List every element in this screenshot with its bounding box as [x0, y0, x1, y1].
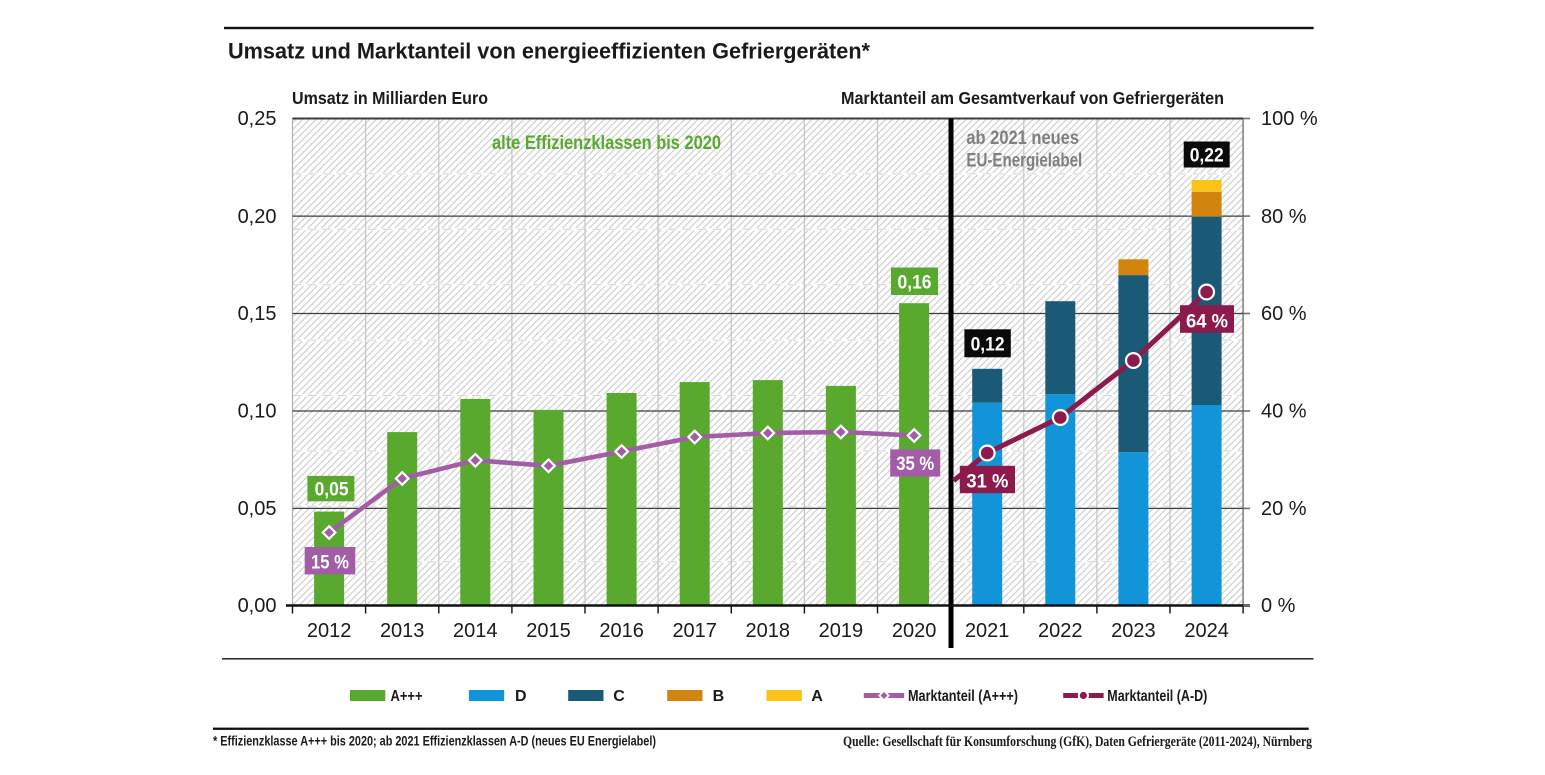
svg-text:A+++: A+++ — [391, 688, 423, 705]
svg-text:2021: 2021 — [965, 620, 1010, 642]
svg-text:B: B — [713, 688, 725, 705]
svg-text:ab 2021 neues: ab 2021 neues — [966, 128, 1079, 149]
svg-text:2023: 2023 — [1111, 620, 1156, 642]
svg-text:0,05: 0,05 — [238, 498, 277, 520]
svg-text:0,10: 0,10 — [238, 401, 277, 423]
svg-text:2024: 2024 — [1184, 620, 1229, 642]
svg-text:2022: 2022 — [1038, 620, 1083, 642]
svg-text:15 %: 15 % — [311, 551, 349, 573]
svg-text:0,20: 0,20 — [238, 206, 277, 228]
svg-text:0,00: 0,00 — [238, 595, 277, 617]
svg-text:0,05: 0,05 — [315, 479, 349, 501]
svg-text:2015: 2015 — [526, 620, 571, 642]
svg-text:2017: 2017 — [672, 620, 717, 642]
svg-text:D: D — [515, 688, 527, 705]
svg-text:60 %: 60 % — [1261, 303, 1307, 325]
svg-text:EU-Energielabel: EU-Energielabel — [966, 151, 1082, 172]
svg-text:40 %: 40 % — [1261, 401, 1307, 423]
svg-text:20 %: 20 % — [1261, 498, 1307, 520]
svg-text:Marktanteil (A-D): Marktanteil (A-D) — [1107, 688, 1207, 705]
svg-text:0,16: 0,16 — [898, 272, 932, 294]
svg-text:0,15: 0,15 — [238, 303, 277, 325]
svg-text:2019: 2019 — [819, 620, 864, 642]
svg-text:2013: 2013 — [380, 620, 425, 642]
svg-text:C: C — [613, 688, 625, 705]
svg-text:0,22: 0,22 — [1190, 145, 1224, 167]
svg-text:* Effizienzklasse A+++ bis 202: * Effizienzklasse A+++ bis 2020; ab 2021… — [213, 734, 656, 749]
svg-text:64 %: 64 % — [1186, 310, 1228, 332]
svg-text:alte Effizienzklassen bis 2020: alte Effizienzklassen bis 2020 — [492, 133, 721, 154]
svg-text:35 %: 35 % — [896, 453, 934, 475]
svg-text:Marktanteil am Gesamtverkauf v: Marktanteil am Gesamtverkauf von Gefrier… — [841, 88, 1224, 108]
svg-text:100 %: 100 % — [1261, 108, 1318, 130]
svg-text:Quelle: Gesellschaft für Konsu: Quelle: Gesellschaft für Konsumforschung… — [843, 734, 1312, 750]
svg-text:2016: 2016 — [599, 620, 644, 642]
svg-text:2014: 2014 — [453, 620, 498, 642]
svg-text:Umsatz und Marktanteil von ene: Umsatz und Marktanteil von energieeffizi… — [228, 39, 870, 64]
svg-text:80 %: 80 % — [1261, 206, 1307, 228]
svg-text:0,12: 0,12 — [971, 334, 1005, 356]
svg-text:Marktanteil (A+++): Marktanteil (A+++) — [908, 688, 1018, 705]
svg-text:31 %: 31 % — [966, 471, 1008, 493]
svg-text:0,25: 0,25 — [238, 108, 277, 130]
svg-text:A: A — [811, 688, 823, 705]
svg-text:2018: 2018 — [746, 620, 791, 642]
svg-text:0 %: 0 % — [1261, 595, 1296, 617]
svg-text:Umsatz in Milliarden Euro: Umsatz in Milliarden Euro — [292, 88, 488, 108]
svg-text:2012: 2012 — [307, 620, 352, 642]
svg-text:2020: 2020 — [892, 620, 937, 642]
